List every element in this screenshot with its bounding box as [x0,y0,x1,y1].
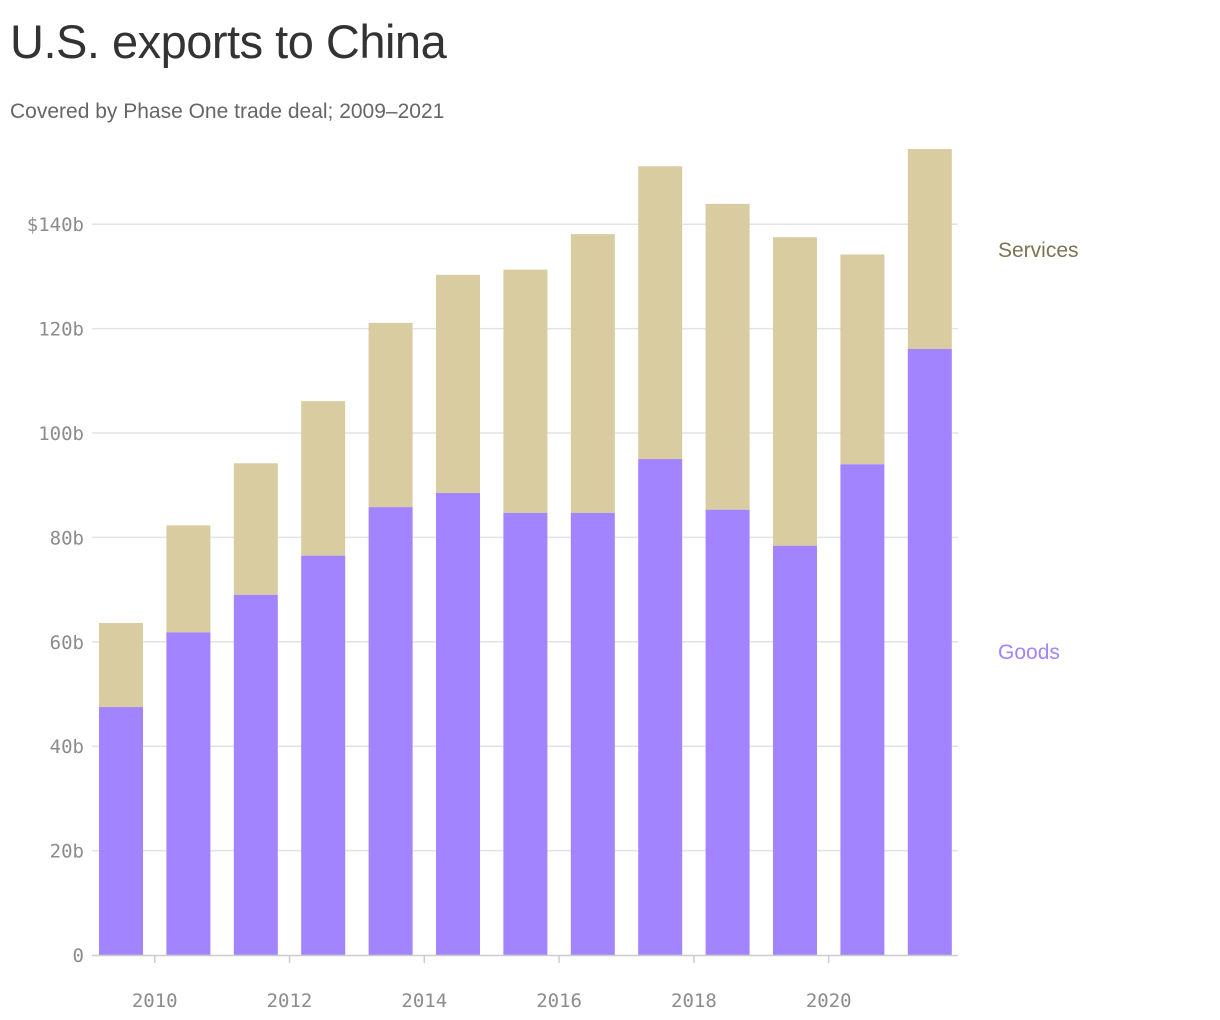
bar-services-2017 [638,166,683,460]
y-tick-label: 120b [38,319,84,341]
y-tick-label: $140b [27,214,84,236]
x-tick-label: 2018 [671,990,717,1012]
x-tick-label: 2014 [401,990,447,1012]
y-axis-ticks: 0 20b 40b 60b 80b 100b 120b $140b [27,214,84,967]
bar-goods-2017 [638,459,683,955]
bar-services-2009 [99,623,143,708]
bar-services-2010 [166,525,211,633]
bar-services-2020 [840,254,885,465]
bar-services-2012 [301,401,346,556]
x-tick-label: 2016 [536,990,582,1012]
bar-services-2016 [570,234,615,513]
bar-services-2014 [436,274,480,494]
bar-goods-2010 [166,632,211,955]
y-tick-label: 0 [73,945,84,967]
y-tick-label: 60b [50,632,84,654]
bar-goods-2015 [503,512,548,955]
bar-services-2018 [705,203,750,510]
x-axis-ticks: 2010 2012 2014 2016 2018 2020 [132,955,852,1012]
x-tick-label: 2010 [132,990,178,1012]
bar-goods-2019 [773,545,817,955]
bar-goods-2014 [436,493,480,955]
bar-goods-2009 [99,707,143,955]
legend-services-label: Services [998,239,1079,262]
x-tick-label: 2020 [806,990,852,1012]
x-tick-label: 2012 [267,990,313,1012]
bar-services-2011 [233,463,278,595]
bar-goods-2020 [840,464,885,955]
bars [99,149,952,955]
y-tick-label: 80b [50,527,84,549]
bar-goods-2018 [705,509,750,955]
bar-goods-2012 [301,555,346,955]
y-tick-label: 100b [38,423,84,445]
bar-services-2021 [907,149,952,349]
bar-goods-2011 [233,594,278,955]
bar-services-2015 [503,269,548,513]
chart-subtitle: Covered by Phase One trade deal; 2009–20… [10,100,445,123]
legend: Services Goods [998,239,1079,664]
legend-goods-label: Goods [998,641,1060,664]
bar-services-2013 [368,322,413,508]
chart-title: U.S. exports to China [10,15,447,68]
y-tick-label: 20b [50,841,84,863]
bar-goods-2021 [907,348,952,955]
bar-services-2019 [773,237,817,546]
y-tick-label: 40b [50,736,84,758]
bar-goods-2016 [570,512,615,955]
bar-goods-2013 [368,507,413,955]
